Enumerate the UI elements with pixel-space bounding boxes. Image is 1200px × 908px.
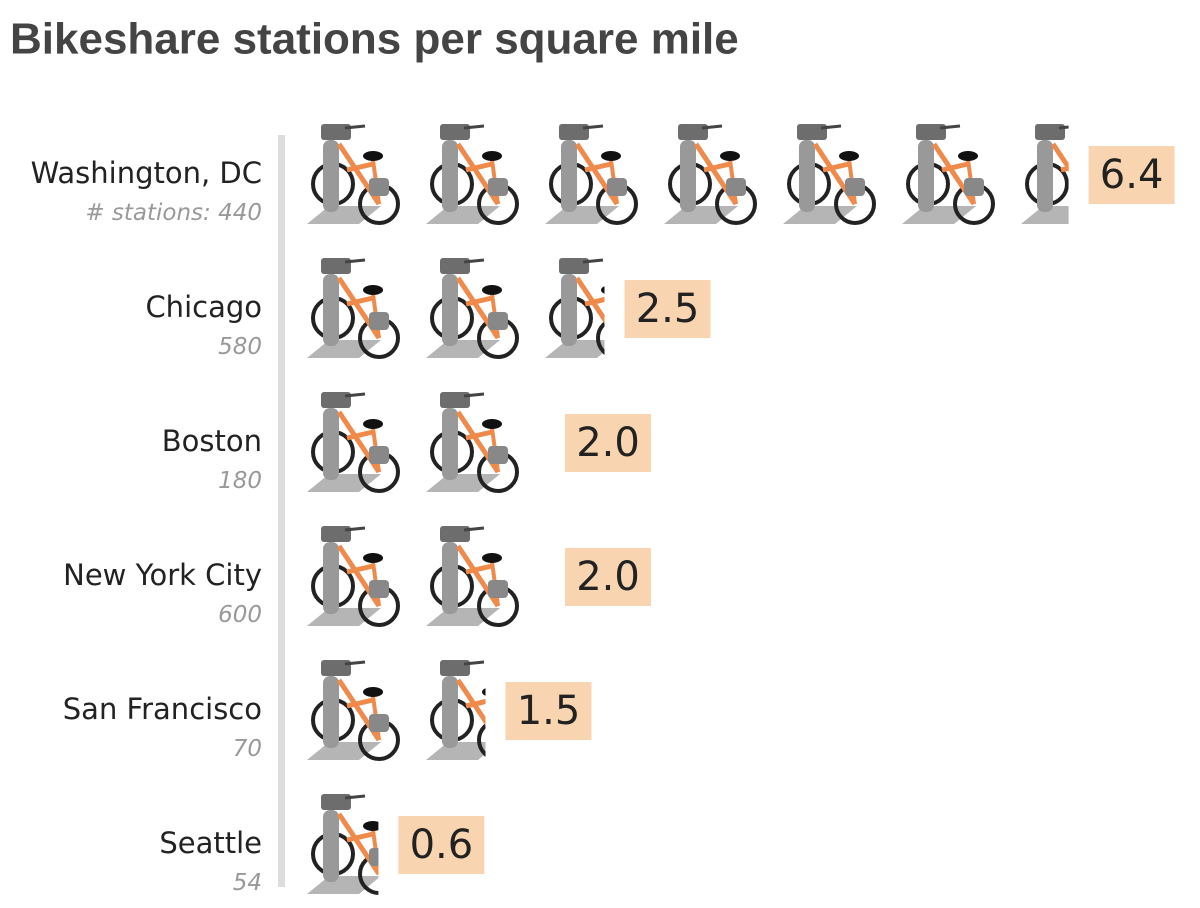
bike-icon [545,124,636,224]
bike-row [307,794,398,894]
bike-icon [664,124,755,224]
category-label: Washington, DC [31,156,262,190]
station-count: 70 [233,736,262,762]
value-label: 0.6 [410,822,474,868]
bike-icon [902,124,993,224]
station-count: 600 [218,602,262,628]
value-label-box [1088,146,1175,204]
bike-icon [426,660,517,760]
bike-icon [545,258,636,358]
category-label: Seattle [159,826,262,860]
bike-icon [307,660,398,760]
value-label-box [565,414,651,472]
bike-icon [307,794,398,894]
category-label: New York City [63,558,262,592]
bike-icon [307,124,398,224]
value-label-box [398,816,485,874]
bike-row [307,258,636,358]
value-label: 2.5 [636,286,700,332]
bike-row [307,124,1112,224]
value-label: 1.5 [517,688,581,734]
value-label: 6.4 [1100,152,1164,198]
bike-icon [307,258,398,358]
value-label: 2.0 [576,554,640,600]
bike-icon [426,124,517,224]
station-number: 180 [218,468,262,494]
bike-icon [426,258,517,358]
station-count: 180 [218,468,262,494]
value-label-box [624,280,711,338]
station-count: 54 [233,870,262,896]
category-label: San Francisco [63,692,262,726]
bike-icon [426,392,517,492]
station-count: # stations: 440 [85,200,262,226]
station-number: 54 [233,870,262,896]
bike-row [307,660,517,760]
chart-title: Bikeshare stations per square mile [10,15,739,64]
axis-line [278,135,285,887]
station-number: 70 [233,736,262,762]
bike-row [307,392,517,492]
bike-icon [426,526,517,626]
station-count: 580 [218,334,262,360]
category-label: Chicago [145,290,262,324]
value-label-box [565,548,651,606]
bike-icon [307,392,398,492]
bike-icon [307,526,398,626]
station-number: 600 [218,602,262,628]
station-number: 580 [218,334,262,360]
value-label: 2.0 [576,420,640,466]
value-label-box [505,682,592,740]
station-prefix: # stations: [85,200,210,226]
category-label: Boston [162,424,262,458]
bike-row [307,526,517,626]
bike-icon [783,124,874,224]
station-number: 440 [218,200,262,226]
